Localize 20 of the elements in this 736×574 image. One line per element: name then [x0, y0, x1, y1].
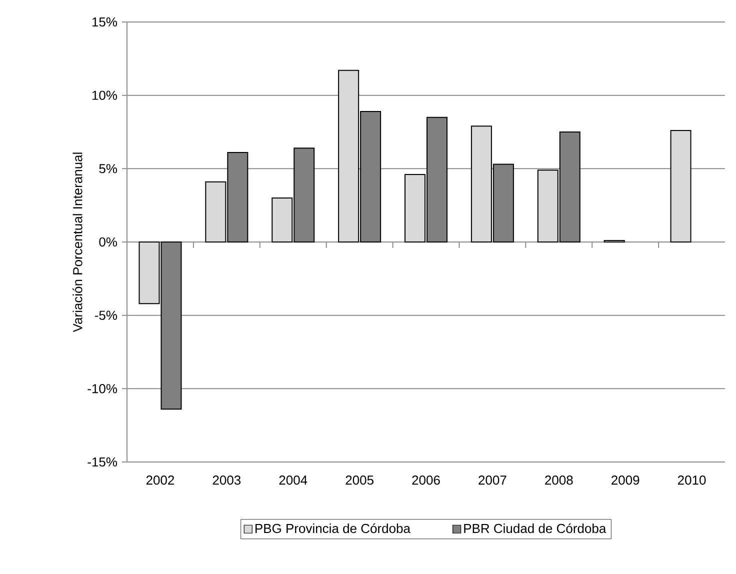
x-tick-label: 2006 [412, 476, 440, 485]
x-tick-label: 2008 [545, 476, 573, 485]
y-tick-label: 15% [92, 17, 118, 27]
y-axis-title: Variación Porcentual Interanual [72, 152, 82, 332]
x-tick-label: 2005 [346, 476, 374, 485]
bar [670, 130, 692, 242]
y-tick-label: 10% [92, 90, 118, 100]
x-tick-label: 2010 [678, 476, 706, 485]
x-tick-label: 2007 [478, 476, 506, 485]
x-tick-label: 2002 [146, 476, 174, 485]
y-tick-label: 5% [99, 164, 118, 174]
y-tick-label: 0% [99, 237, 118, 247]
x-tick-label: 2004 [279, 476, 308, 485]
y-tick-label: -5% [94, 310, 118, 320]
x-tick-label: 2009 [612, 476, 640, 485]
y-tick-label: -15% [88, 457, 118, 467]
legend-label: PBG Provincia de Córdoba [255, 523, 410, 534]
x-tick-label: 2003 [212, 476, 241, 485]
y-tick-label: -10% [88, 384, 118, 394]
legend-label: PBR Ciudad de Córdoba [464, 523, 606, 534]
